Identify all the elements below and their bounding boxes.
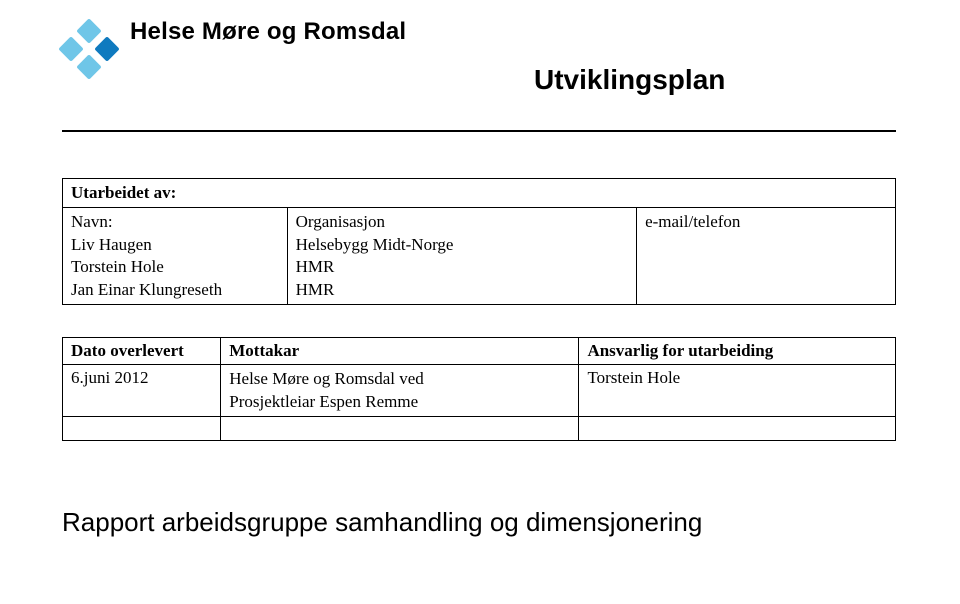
- prepared-by-box: Utarbeidet av: Navn: Liv Haugen Torstein…: [62, 178, 896, 305]
- spacer: [62, 305, 896, 337]
- td-responsible-0: Torstein Hole: [579, 365, 896, 417]
- table-row: 6.juni 2012 Helse Møre og Romsdal ved Pr…: [63, 365, 896, 417]
- logo-rhombus-left-icon: [58, 36, 83, 61]
- prepared-by-row: Navn: Liv Haugen Torstein Hole Jan Einar…: [62, 207, 896, 305]
- prepared-by-contact: e-mail/telefon: [637, 208, 895, 304]
- titles: Helse Møre og Romsdal Utviklingsplan: [130, 18, 725, 96]
- td-date-0: 6.juni 2012: [63, 365, 221, 417]
- table-header-row: Dato overlevert Mottakar Ansvarlig for u…: [63, 338, 896, 365]
- org-label: Organisasjon: [296, 211, 628, 233]
- th-responsible: Ansvarlig for utarbeiding: [579, 338, 896, 365]
- org-2: HMR: [296, 279, 628, 301]
- logo-rhombus-bottom-icon: [76, 54, 101, 79]
- org-name: Helse Møre og Romsdal: [130, 18, 725, 46]
- name-1: Torstein Hole: [71, 256, 279, 278]
- td-responsible-1: [579, 417, 896, 441]
- td-date-1: [63, 417, 221, 441]
- table-row: [63, 417, 896, 441]
- delivery-table: Dato overlevert Mottakar Ansvarlig for u…: [62, 337, 896, 441]
- receiver-0-line2: Prosjektleiar Espen Remme: [229, 391, 570, 413]
- prepared-by-orgs: Organisasjon Helsebygg Midt-Norge HMR HM…: [288, 208, 637, 304]
- doc-title: Utviklingsplan: [534, 64, 725, 96]
- td-receiver-1: [221, 417, 579, 441]
- th-receiver: Mottakar: [221, 338, 579, 365]
- logo-rhombus-right-icon: [94, 36, 119, 61]
- prepared-by-heading: Utarbeidet av:: [63, 179, 895, 207]
- contact-label: e-mail/telefon: [645, 211, 887, 233]
- receiver-0-line1: Helse Møre og Romsdal ved: [229, 368, 570, 390]
- prepared-by-names: Navn: Liv Haugen Torstein Hole Jan Einar…: [63, 208, 288, 304]
- logo-rhombus-top-icon: [76, 18, 101, 43]
- name-0: Liv Haugen: [71, 234, 279, 256]
- org-0: Helsebygg Midt-Norge: [296, 234, 628, 256]
- page: Helse Møre og Romsdal Utviklingsplan Uta…: [0, 0, 960, 604]
- org-1: HMR: [296, 256, 628, 278]
- name-2: Jan Einar Klungreseth: [71, 279, 279, 301]
- name-label: Navn:: [71, 211, 279, 233]
- logo: [62, 22, 116, 76]
- divider: [62, 130, 896, 132]
- report-title: Rapport arbeidsgruppe samhandling og dim…: [62, 507, 896, 538]
- header: Helse Møre og Romsdal Utviklingsplan: [62, 18, 896, 96]
- td-receiver-0: Helse Møre og Romsdal ved Prosjektleiar …: [221, 365, 579, 417]
- th-date: Dato overlevert: [63, 338, 221, 365]
